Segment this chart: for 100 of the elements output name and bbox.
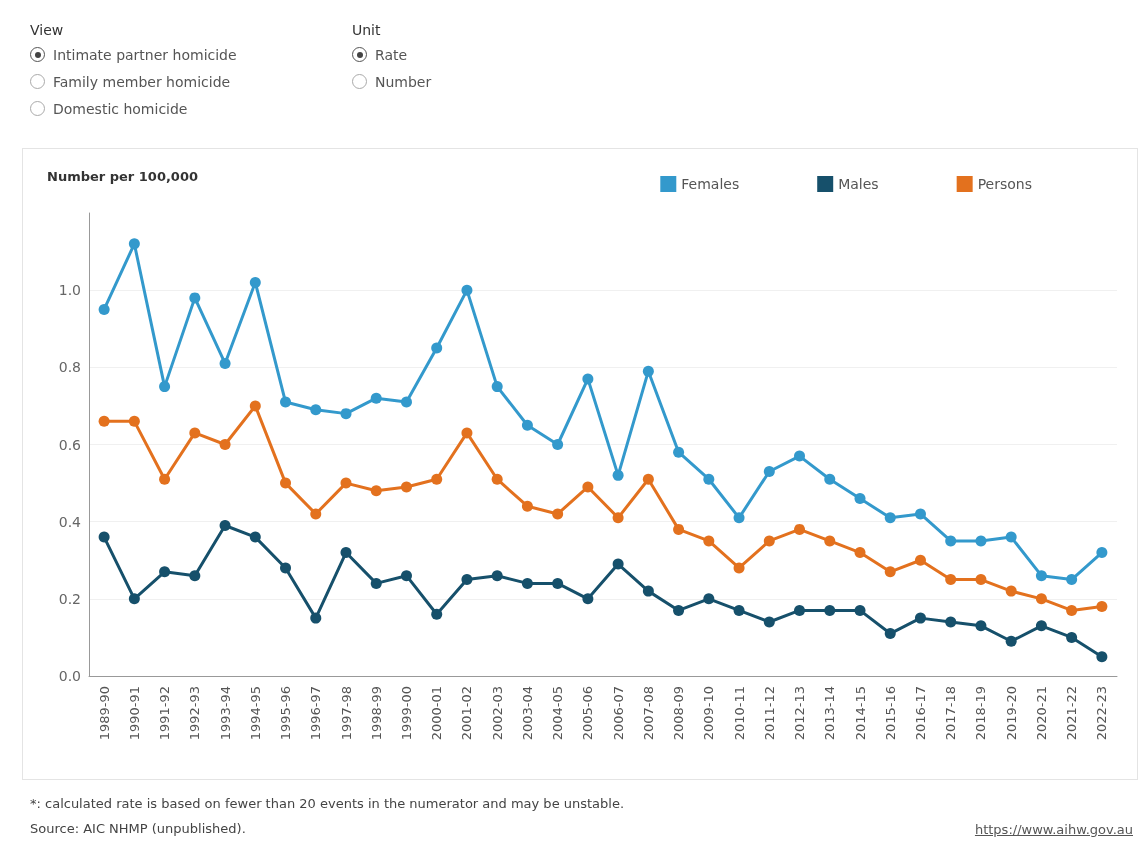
- point: [128, 238, 140, 250]
- point: [733, 562, 745, 574]
- point: [945, 574, 957, 586]
- point: [1096, 651, 1108, 663]
- point: [703, 535, 715, 547]
- point: [975, 574, 987, 586]
- x-tick-label: 2003-04: [519, 686, 535, 741]
- text: Family member homicide: [53, 73, 231, 90]
- point: [703, 593, 715, 605]
- point: [340, 477, 352, 489]
- legend-label: Females: [681, 176, 740, 192]
- point: [370, 485, 382, 497]
- point: [824, 535, 836, 547]
- text: https://www.aihw.gov.au: [974, 822, 1133, 837]
- x-tick-label: 2014-15: [852, 686, 868, 741]
- point: [975, 620, 987, 632]
- x-tick-label: 2013-14: [822, 686, 838, 741]
- x-tick-label: 1994-95: [247, 686, 263, 741]
- text: Intimate partner homicide: [53, 46, 237, 63]
- point: [1005, 585, 1017, 597]
- point: [249, 531, 261, 543]
- text: Domestic homicide: [53, 100, 188, 117]
- x-tick-label: 2006-07: [610, 686, 626, 741]
- x-tick-label: 2019-20: [1003, 686, 1019, 741]
- x-tick-label: 2011-12: [761, 686, 777, 741]
- point: [673, 446, 685, 458]
- point: [340, 408, 352, 420]
- text: Unit: [352, 22, 382, 38]
- point: [400, 396, 412, 408]
- point: [461, 284, 473, 296]
- point: [1035, 570, 1047, 582]
- x-tick-label: 1991-92: [157, 686, 173, 741]
- x-tick-label: 2018-19: [973, 686, 989, 741]
- x-tick-label: 1993-94: [217, 686, 233, 741]
- point: [612, 512, 624, 524]
- point: [431, 473, 443, 485]
- point: [945, 616, 957, 628]
- x-tick-label: 2001-02: [459, 686, 475, 741]
- point: [280, 396, 292, 408]
- y-tick-label: 0.8: [58, 359, 81, 376]
- point: [763, 535, 775, 547]
- point: [370, 577, 382, 589]
- x-tick-label: 1999-00: [398, 686, 414, 741]
- point: [310, 612, 322, 624]
- x-tick-label: 1998-99: [368, 686, 384, 741]
- point: [975, 535, 987, 547]
- point: [824, 473, 836, 485]
- x-tick-label: 1990-91: [126, 686, 142, 741]
- x-tick-label: 1989-90: [96, 686, 112, 741]
- point: [189, 292, 201, 304]
- point: [280, 562, 292, 574]
- point: [1005, 635, 1017, 647]
- point: [612, 469, 624, 481]
- point: [1066, 604, 1078, 616]
- point: [280, 477, 292, 489]
- point: [249, 400, 261, 412]
- point: [189, 570, 201, 582]
- x-tick-label: 1997-98: [338, 686, 354, 741]
- point: [884, 566, 896, 578]
- point: [159, 473, 171, 485]
- x-tick-label: 1996-97: [308, 686, 324, 741]
- x-tick-label: 2000-01: [429, 686, 445, 741]
- point: [914, 554, 926, 566]
- point: [1096, 601, 1108, 613]
- point: [824, 604, 836, 616]
- y-axis-title: Number per 100,000: [47, 169, 199, 184]
- point: [642, 585, 654, 597]
- point: [794, 523, 806, 535]
- x-tick-label: 2021-22: [1064, 686, 1080, 741]
- point: [794, 604, 806, 616]
- y-tick-label: 1.0: [58, 282, 81, 299]
- point: [98, 303, 110, 315]
- point: [370, 392, 382, 404]
- x-tick-label: 1995-96: [278, 686, 294, 741]
- point: [1035, 593, 1047, 605]
- point: [612, 558, 624, 570]
- point: [733, 604, 745, 616]
- point: [1005, 531, 1017, 543]
- point: [491, 381, 503, 393]
- point: [219, 439, 231, 450]
- point: [1066, 574, 1078, 586]
- point: [642, 365, 654, 377]
- text: *: calculated rate is based on fewer than 20 events in the numerator and may be unstable.: [30, 796, 625, 811]
- x-tick-label: 2010-11: [731, 686, 747, 741]
- y-tick-label: 0.2: [58, 590, 81, 607]
- point: [673, 604, 685, 616]
- point: [854, 493, 866, 505]
- point: [521, 577, 533, 589]
- point: [582, 373, 594, 385]
- x-tick-label: 2005-06: [580, 686, 596, 741]
- point: [400, 481, 412, 493]
- source-note: Source: AIC NHMP (unpublished).: [30, 821, 246, 836]
- point: [189, 427, 201, 439]
- y-tick-label: 0.4: [58, 513, 82, 530]
- point: [310, 404, 322, 416]
- point: [1035, 620, 1047, 632]
- point: [491, 570, 503, 582]
- text: View: [30, 22, 65, 38]
- x-tick-label: 2017-18: [943, 686, 959, 741]
- point: [854, 604, 866, 616]
